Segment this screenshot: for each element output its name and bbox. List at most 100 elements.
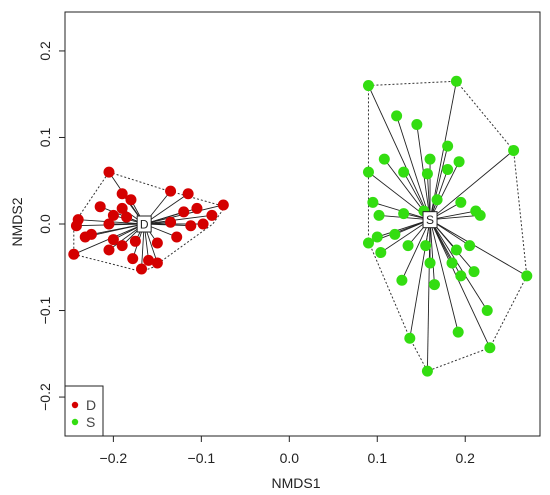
spoke-s [396, 115, 431, 220]
point-d [116, 202, 128, 214]
point-s [375, 247, 387, 259]
point-s [362, 166, 374, 178]
point-d [103, 244, 115, 256]
point-s [481, 305, 493, 317]
spoke-s [401, 219, 431, 281]
spoke-s [429, 219, 488, 311]
point-s [468, 266, 480, 278]
point-s [474, 209, 486, 221]
spoke-s [429, 161, 460, 220]
point-s [378, 153, 390, 165]
point-d [68, 248, 80, 260]
point-d [178, 206, 190, 218]
legend-marker-d [71, 401, 79, 409]
x-axis: −0.2 −0.1 0.0 0.1 0.2 [100, 436, 475, 466]
point-d [206, 209, 218, 221]
point-d [171, 231, 183, 243]
point-s [424, 257, 436, 269]
point-d [143, 254, 155, 266]
point-s [367, 196, 379, 208]
point-s [362, 80, 374, 92]
legend-label-d: D [86, 397, 96, 413]
point-d [127, 253, 139, 265]
legend-marker-s [71, 418, 79, 426]
point-s [402, 240, 414, 252]
point-s [404, 332, 416, 344]
spoke-d [144, 214, 212, 225]
point-d [116, 188, 128, 200]
spoke-s [429, 210, 476, 221]
x-tick-label: 0.2 [455, 450, 475, 466]
spoke-s [429, 150, 514, 221]
spoke-s [429, 219, 528, 277]
x-axis-title: NMDS1 [271, 475, 320, 491]
legend-label-s: S [86, 414, 95, 430]
point-s [428, 279, 440, 291]
point-d [103, 166, 115, 178]
point-d [116, 240, 128, 252]
point-s [521, 270, 533, 282]
point-s [446, 257, 458, 269]
spoke-s [429, 146, 449, 220]
point-d [197, 218, 209, 230]
legend-box [64, 385, 104, 437]
point-d [165, 216, 177, 228]
spoke-s [430, 214, 481, 221]
x-tick-label: −0.1 [188, 450, 216, 466]
point-s [424, 153, 436, 165]
spoke-s [409, 219, 431, 339]
spoke-s [429, 219, 459, 333]
point-s [421, 168, 433, 180]
point-s [398, 208, 410, 220]
centroid-box-s [422, 211, 438, 229]
point-d [107, 234, 119, 246]
y-tick-label: 0.0 [37, 214, 53, 234]
point-d [79, 231, 91, 243]
point-s [450, 75, 462, 87]
point-s [371, 231, 383, 243]
x-tick-label: 0.0 [280, 450, 300, 466]
point-s [464, 240, 476, 252]
x-tick-label: −0.2 [100, 450, 128, 466]
point-s [420, 240, 432, 252]
centroid-label-d: D [140, 218, 149, 232]
point-d [94, 201, 106, 213]
point-s [453, 156, 465, 168]
spoke-s [380, 219, 431, 253]
point-s [455, 270, 467, 282]
point-d [182, 188, 194, 200]
point-d [151, 237, 163, 249]
point-s [411, 118, 423, 130]
y-axis-title: NMDS2 [9, 197, 25, 246]
point-s [398, 166, 410, 178]
point-s [421, 365, 433, 377]
point-s [450, 244, 462, 256]
point-s [362, 237, 374, 249]
point-s [396, 274, 408, 286]
point-d [185, 220, 197, 232]
point-s [452, 326, 464, 338]
spoke-s [368, 85, 431, 220]
centroid-label-s: S [426, 213, 434, 227]
point-s [431, 194, 443, 206]
point-s [442, 140, 454, 152]
group-points [68, 75, 533, 377]
y-tick-label: −0.1 [37, 296, 53, 324]
point-d [121, 211, 133, 223]
point-d [107, 209, 119, 221]
point-s [391, 110, 403, 122]
spoke-s [429, 219, 435, 285]
spoke-s [429, 219, 491, 348]
spoke-s [429, 219, 475, 272]
point-d [136, 263, 148, 275]
point-d [103, 218, 115, 230]
point-s [455, 196, 467, 208]
point-d [217, 199, 229, 211]
y-axis: −0.2 −0.1 0.0 0.1 0.2 [37, 41, 65, 411]
y-tick-label: −0.2 [37, 383, 53, 411]
y-tick-label: 0.2 [37, 41, 53, 61]
centroid-box-d [136, 215, 152, 233]
point-d [191, 202, 203, 214]
